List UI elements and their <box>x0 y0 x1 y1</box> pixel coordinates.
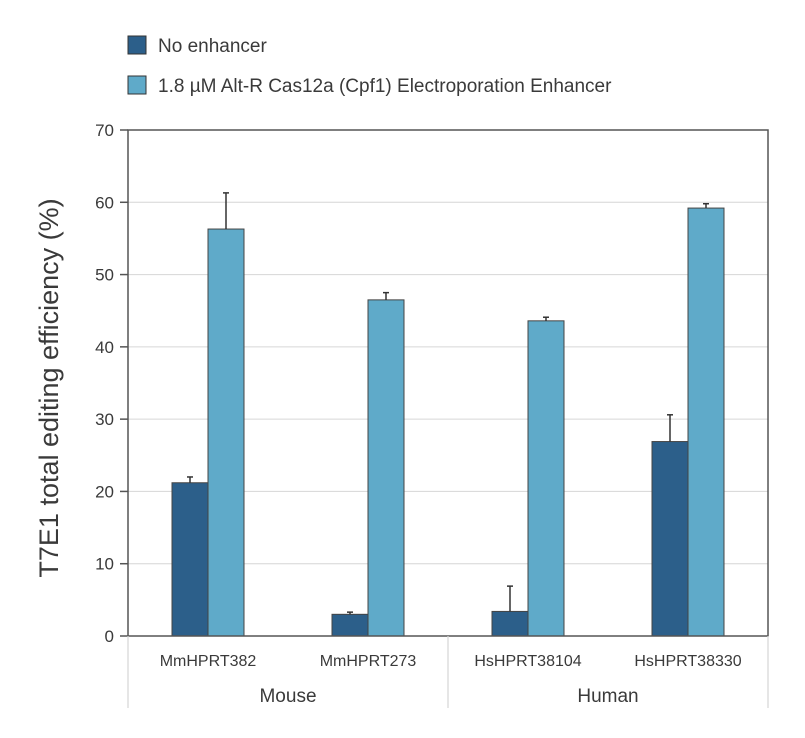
y-tick-label: 10 <box>95 555 114 574</box>
x-tick-label: MmHPRT382 <box>160 653 257 670</box>
bar <box>527 320 565 637</box>
y-tick-labels: 0 10 20 30 40 50 60 70 <box>95 121 114 646</box>
y-tick-label: 70 <box>95 121 114 140</box>
bar <box>687 207 725 637</box>
y-tick-label: 50 <box>95 266 114 285</box>
bar <box>491 610 529 637</box>
group-labels: Mouse Human <box>127 636 769 708</box>
y-tick-label: 0 <box>105 627 114 646</box>
bar <box>207 228 245 637</box>
y-tick-label: 60 <box>95 193 114 212</box>
group-label: Mouse <box>259 686 316 707</box>
legend-label-enhancer: 1.8 µM Alt-R Cas12a (Cpf1) Electroporati… <box>158 76 612 97</box>
x-tick-labels: MmHPRT382 MmHPRT273 HsHPRT38104 HsHPRT38330 <box>160 653 742 670</box>
y-axis-label: T7E1 total editing efficiency (%) <box>34 198 64 577</box>
bar <box>651 441 689 637</box>
x-tick-label: HsHPRT38330 <box>634 653 741 670</box>
x-tick-label: HsHPRT38104 <box>474 653 581 670</box>
bar <box>171 482 209 637</box>
bar <box>367 299 405 637</box>
x-tick-label: MmHPRT273 <box>320 653 417 670</box>
bar <box>331 613 369 637</box>
legend: No enhancer 1.8 µM Alt-R Cas12a (Cpf1) E… <box>127 35 612 97</box>
legend-swatch-no-enhancer <box>127 35 147 55</box>
y-tick-label: 20 <box>95 482 114 501</box>
legend-swatch-enhancer <box>127 75 147 95</box>
legend-label-no-enhancer: No enhancer <box>158 36 267 57</box>
bars <box>171 192 725 637</box>
y-tick-label: 40 <box>95 338 114 357</box>
y-tick-label: 30 <box>95 410 114 429</box>
group-label: Human <box>577 686 638 707</box>
